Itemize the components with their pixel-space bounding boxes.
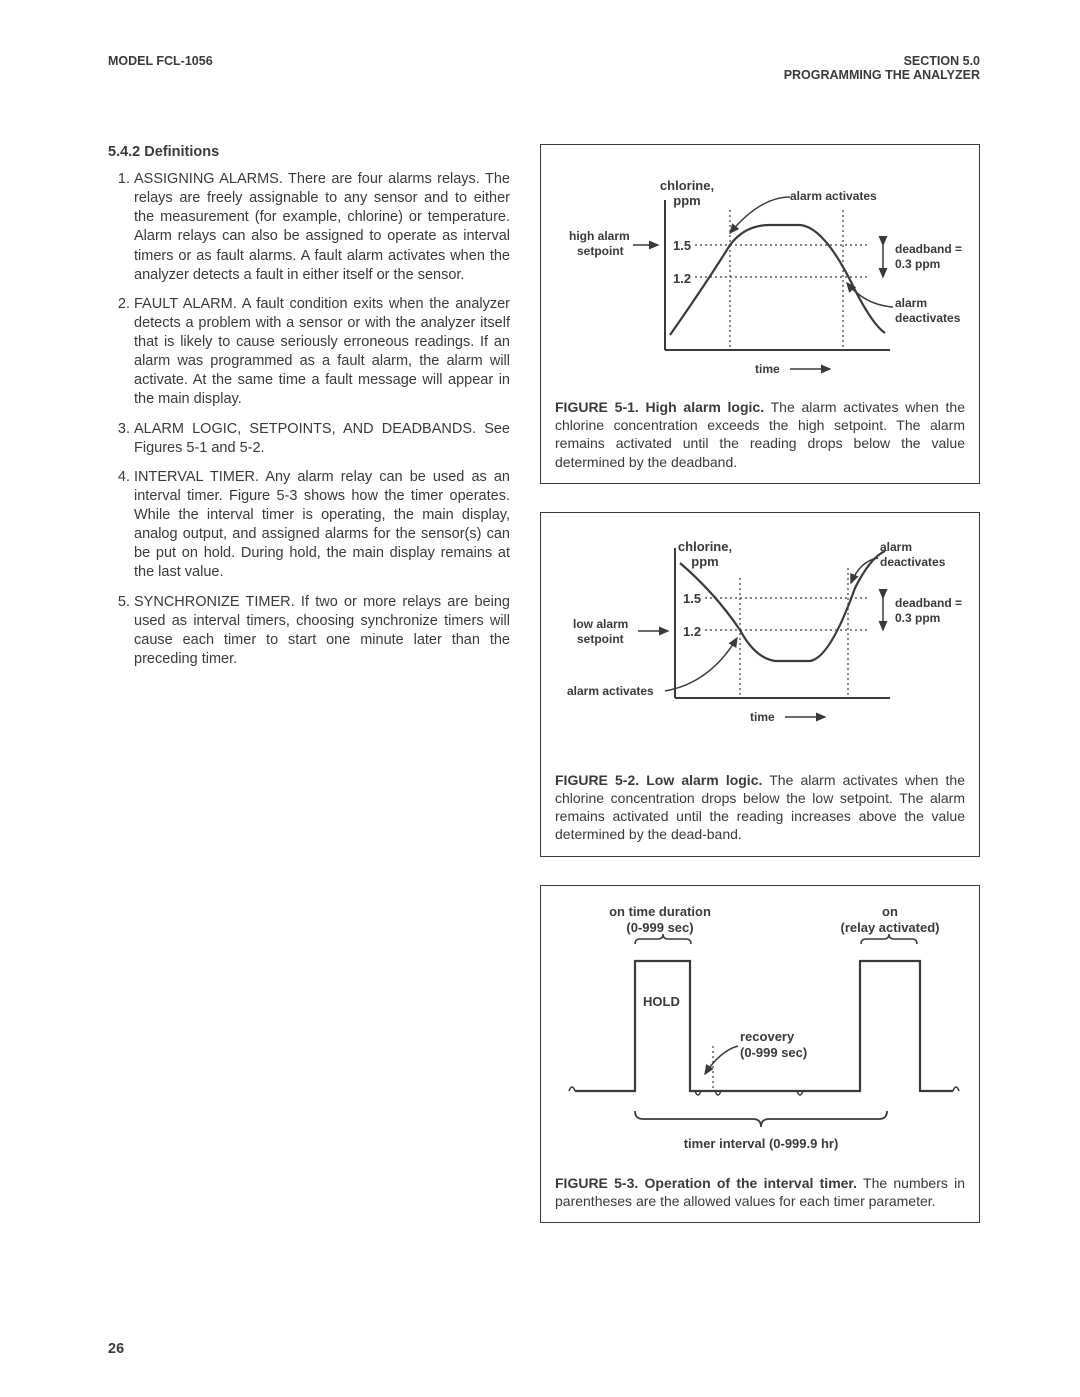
header-right-line-1: SECTION 5.0 [784, 54, 980, 68]
definition-item: ASSIGNING ALARMS. There are four alarms … [134, 170, 510, 285]
setpoint-label: setpoint [577, 244, 624, 258]
left-column: 5.4.2 Definitions ASSIGNING ALARMS. Ther… [108, 144, 510, 1251]
on-label-1: on [882, 904, 898, 919]
definition-item: ALARM LOGIC, SETPOINTS, AND DEADBANDS. S… [134, 420, 510, 458]
high-alarm-label: high alarm [569, 229, 630, 243]
recovery-label-2: (0-999 sec) [740, 1045, 807, 1060]
tick-hi: 1.5 [673, 238, 691, 253]
figure-5-3: on time duration (0-999 sec) on (relay a… [540, 885, 980, 1223]
deadband-label-1: deadband = [895, 596, 962, 610]
header-right: SECTION 5.0 PROGRAMMING THE ANALYZER [784, 54, 980, 82]
figure-5-3-svg: on time duration (0-999 sec) on (relay a… [555, 896, 965, 1166]
page-number: 26 [108, 1341, 124, 1357]
figure-5-1: chlorine, ppm alarm activates high alarm… [540, 144, 980, 484]
figure-5-2: chlorine, ppm alarm deactivates 1.5 1.2 … [540, 512, 980, 857]
y-axis-label: chlorine, [660, 178, 714, 193]
tick-hi: 1.5 [683, 591, 701, 606]
header-right-line-2: PROGRAMMING THE ANALYZER [784, 68, 980, 82]
time-label: time [755, 362, 780, 376]
y-axis-label-2: ppm [691, 554, 718, 569]
definition-body: There are four alarms relays. The relays… [134, 171, 510, 283]
definition-item: INTERVAL TIMER. Any alarm relay can be u… [134, 468, 510, 583]
recovery-label-1: recovery [740, 1029, 795, 1044]
caption-lead: FIGURE 5-1. High alarm logic. [555, 399, 764, 415]
alarm-deactivates-label-2: deactivates [880, 555, 946, 569]
definition-term: FAULT ALARM. [134, 296, 237, 312]
tick-lo: 1.2 [673, 271, 691, 286]
definition-item: SYNCHRONIZE TIMER. If two or more relays… [134, 593, 510, 670]
right-column: chlorine, ppm alarm activates high alarm… [540, 144, 980, 1251]
deadband-label-2: 0.3 ppm [895, 257, 940, 271]
definitions-list: ASSIGNING ALARMS. There are four alarms … [108, 170, 510, 669]
alarm-deactivates-label-2: deactivates [895, 311, 961, 325]
section-heading: 5.4.2 Definitions [108, 144, 510, 160]
header-left: MODEL FCL-1056 [108, 54, 213, 82]
figure-5-2-svg: chlorine, ppm alarm deactivates 1.5 1.2 … [555, 523, 965, 763]
deadband-label-2: 0.3 ppm [895, 611, 940, 625]
alarm-deactivates-label-1: alarm [895, 296, 927, 310]
definition-term: SYNCHRONIZE TIMER. [134, 594, 295, 610]
definition-body: A fault condition exits when the analyze… [134, 296, 510, 408]
caption-lead: FIGURE 5-3. Operation of the interval ti… [555, 1175, 857, 1191]
figure-5-1-caption: FIGURE 5-1. High alarm logic. The alarm … [555, 398, 965, 471]
low-alarm-label: low alarm [573, 617, 628, 631]
definition-item: FAULT ALARM. A fault condition exits whe… [134, 295, 510, 410]
definition-term: ALARM LOGIC, SETPOINTS, AND DEADBANDS. [134, 421, 476, 437]
page-header: MODEL FCL-1056 SECTION 5.0 PROGRAMMING T… [108, 54, 980, 82]
interval-label: timer interval (0-999.9 hr) [684, 1136, 839, 1151]
columns: 5.4.2 Definitions ASSIGNING ALARMS. Ther… [108, 144, 980, 1251]
figure-5-2-caption: FIGURE 5-2. Low alarm logic. The alarm a… [555, 771, 965, 844]
on-time-label-1: on time duration [609, 904, 711, 919]
caption-lead: FIGURE 5-2. Low alarm logic. [555, 772, 762, 788]
on-time-label-2: (0-999 sec) [626, 920, 693, 935]
definition-body: Any alarm relay can be used as an interv… [134, 469, 510, 581]
time-label: time [750, 710, 775, 724]
alarm-activates-label: alarm activates [567, 684, 654, 698]
page: MODEL FCL-1056 SECTION 5.0 PROGRAMMING T… [0, 0, 1080, 1291]
alarm-activates-label: alarm activates [790, 189, 877, 203]
definition-term: ASSIGNING ALARMS. [134, 171, 283, 187]
on-label-2: (relay activated) [841, 920, 940, 935]
definition-term: INTERVAL TIMER. [134, 469, 259, 485]
y-axis-label: chlorine, [678, 539, 732, 554]
figure-5-1-svg: chlorine, ppm alarm activates high alarm… [555, 155, 965, 390]
setpoint-label: setpoint [577, 632, 624, 646]
figure-5-3-caption: FIGURE 5-3. Operation of the interval ti… [555, 1174, 965, 1210]
deadband-label-1: deadband = [895, 242, 962, 256]
y-axis-label-2: ppm [673, 193, 700, 208]
tick-lo: 1.2 [683, 624, 701, 639]
hold-label: HOLD [643, 994, 680, 1009]
